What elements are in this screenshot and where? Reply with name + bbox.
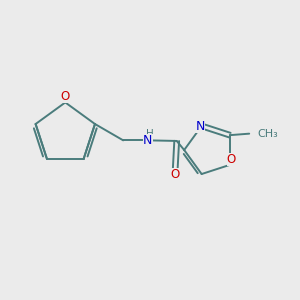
Text: N: N [196,120,205,133]
Text: H: H [146,129,154,139]
Text: N: N [143,134,153,147]
Text: O: O [61,90,70,103]
Text: CH₃: CH₃ [257,129,278,139]
Text: O: O [171,168,180,181]
Text: O: O [227,153,236,166]
